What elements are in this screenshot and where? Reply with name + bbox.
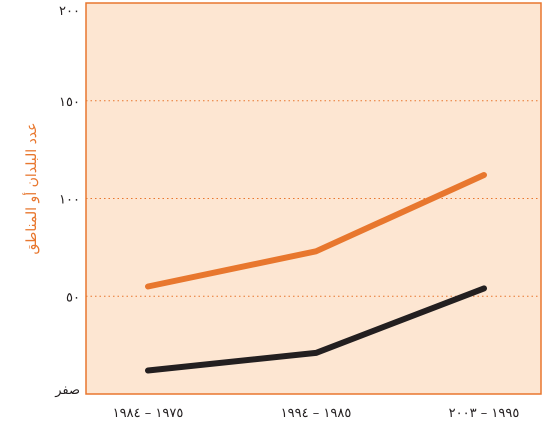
series-lines bbox=[145, 172, 487, 374]
x-tick-label: ١٩٨٥ – ١٩٩٤ bbox=[281, 406, 352, 421]
y-tick-label: ٢٠٠ bbox=[59, 4, 80, 19]
y-tick-label: صفر bbox=[54, 383, 80, 398]
y-tick-label: ٥٠ bbox=[66, 290, 80, 305]
x-tick-label: ١٩٧٥ – ١٩٨٤ bbox=[113, 406, 184, 421]
y-axis-title: عدد البلدان أو المناطق bbox=[21, 122, 40, 254]
y-tick-label: ١٥٠ bbox=[59, 95, 80, 110]
y-tick-labels: صفر ٥٠ ١٠٠ ١٥٠ ٢٠٠ bbox=[54, 4, 80, 398]
y-tick-label: ١٠٠ bbox=[59, 193, 80, 208]
series-line-2 bbox=[145, 285, 487, 374]
x-tick-label: ١٩٩٥ – ٢٠٠٣ bbox=[449, 406, 520, 421]
series-line-1 bbox=[145, 172, 487, 290]
plot-frame bbox=[85, 2, 542, 395]
x-tick-labels: ١٩٧٥ – ١٩٨٤ ١٩٨٥ – ١٩٩٤ ١٩٩٥ – ٢٠٠٣ bbox=[113, 406, 520, 421]
